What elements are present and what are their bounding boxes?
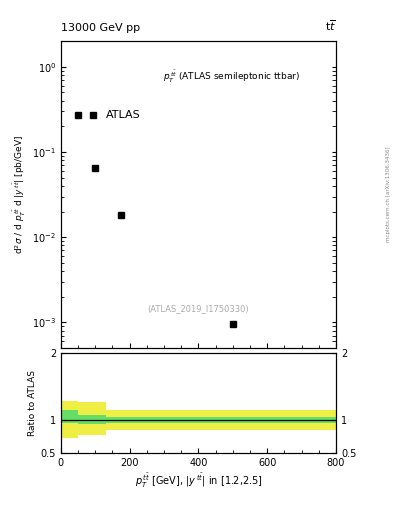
Y-axis label: d$^2\sigma$ / d $p^{\,t\bar{t}}_T$ d $|y^{\,t\bar{t}}|$ [pb/GeV]: d$^2\sigma$ / d $p^{\,t\bar{t}}_T$ d $|y… [12,135,28,254]
Text: ATLAS: ATLAS [106,110,141,120]
Y-axis label: Ratio to ATLAS: Ratio to ATLAS [28,370,37,436]
Text: 13000 GeV pp: 13000 GeV pp [61,23,140,33]
Text: t$\overline{t}$: t$\overline{t}$ [325,18,336,33]
Text: (ATLAS_2019_I1750330): (ATLAS_2019_I1750330) [148,304,249,313]
X-axis label: $p^{\,t\bar{t}}_T$ [GeV], $|y^{\,t\bar{t}}|$ in [1.2,2.5]: $p^{\,t\bar{t}}_T$ [GeV], $|y^{\,t\bar{t… [134,472,263,490]
Text: mcplots.cern.ch [arXiv:1306.3436]: mcplots.cern.ch [arXiv:1306.3436] [386,147,391,242]
Text: $p_T^{\,\mathit{t\bar{t}}}$ (ATLAS semileptonic ttbar): $p_T^{\,\mathit{t\bar{t}}}$ (ATLAS semil… [163,69,300,85]
